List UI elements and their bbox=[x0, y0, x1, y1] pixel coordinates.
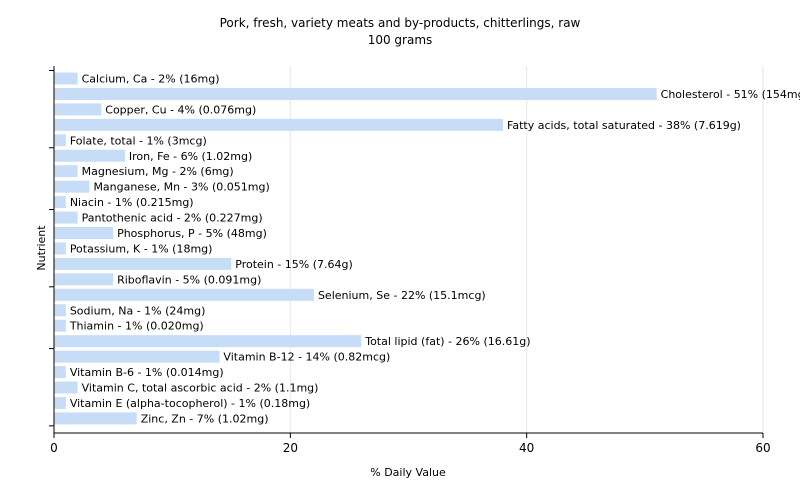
bar-label-0: Calcium, Ca - 2% (16mg) bbox=[82, 73, 220, 86]
bar-14 bbox=[54, 288, 314, 301]
x-axis-title: % Daily Value bbox=[370, 466, 446, 479]
bar-label-6: Magnesium, Mg - 2% (6mg) bbox=[82, 165, 234, 178]
bar-label-8: Niacin - 1% (0.215mg) bbox=[70, 196, 194, 209]
bar-5 bbox=[54, 149, 125, 162]
bar-4 bbox=[54, 134, 66, 147]
x-tick-label-60: 60 bbox=[755, 441, 770, 455]
bar-0 bbox=[54, 72, 78, 85]
bar-label-16: Thiamin - 1% (0.020mg) bbox=[69, 320, 204, 333]
x-tick-label-20: 20 bbox=[283, 441, 298, 455]
bar-12 bbox=[54, 257, 232, 270]
bar-label-10: Phosphorus, P - 5% (48mg) bbox=[117, 227, 267, 240]
bar-1 bbox=[54, 87, 657, 100]
bar-7 bbox=[54, 180, 90, 193]
bar-16 bbox=[54, 319, 66, 332]
x-tick-label-0: 0 bbox=[50, 441, 58, 455]
bar-3 bbox=[54, 118, 504, 131]
bar-label-9: Pantothenic acid - 2% (0.227mg) bbox=[82, 212, 263, 225]
bar-15 bbox=[54, 304, 66, 317]
bar-17 bbox=[54, 335, 362, 348]
bar-label-7: Manganese, Mn - 3% (0.051mg) bbox=[93, 181, 269, 194]
bar-label-13: Riboflavin - 5% (0.091mg) bbox=[117, 273, 261, 286]
bar-label-20: Vitamin C, total ascorbic acid - 2% (1.1… bbox=[82, 382, 319, 395]
bar-label-1: Cholesterol - 51% (154mg) bbox=[661, 88, 800, 101]
bar-10 bbox=[54, 227, 114, 239]
bar-11 bbox=[54, 242, 66, 255]
x-tick-label-40: 40 bbox=[519, 441, 534, 455]
bar-20 bbox=[54, 381, 78, 394]
bar-18 bbox=[54, 350, 220, 363]
bar-label-21: Vitamin E (alpha-tocopherol) - 1% (0.18m… bbox=[70, 397, 310, 410]
bar-label-17: Total lipid (fat) - 26% (16.61g) bbox=[364, 335, 530, 348]
bar-label-11: Potassium, K - 1% (18mg) bbox=[70, 242, 213, 255]
bar-label-18: Vitamin B-12 - 14% (0.82mcg) bbox=[223, 351, 390, 364]
chart-subtitle: 100 grams bbox=[367, 33, 433, 47]
bar-22 bbox=[54, 412, 137, 425]
bar-label-15: Sodium, Na - 1% (24mg) bbox=[70, 304, 206, 317]
bar-6 bbox=[54, 165, 78, 178]
bar-19 bbox=[54, 366, 66, 379]
bar-label-12: Protein - 15% (7.64g) bbox=[235, 258, 353, 271]
bar-label-5: Iron, Fe - 6% (1.02mg) bbox=[129, 150, 252, 163]
bar-label-3: Fatty acids, total saturated - 38% (7.61… bbox=[507, 119, 741, 132]
bars: Calcium, Ca - 2% (16mg) Cholesterol - 51%… bbox=[54, 72, 800, 425]
bar-9 bbox=[54, 211, 78, 224]
bar-label-4: Folate, total - 1% (3mcg) bbox=[70, 134, 207, 147]
bar-label-19: Vitamin B-6 - 1% (0.014mg) bbox=[70, 366, 224, 379]
bar-label-2: Copper, Cu - 4% (0.076mg) bbox=[105, 103, 256, 116]
bar-label-22: Zinc, Zn - 7% (1.02mg) bbox=[141, 412, 269, 425]
bar-2 bbox=[54, 103, 102, 116]
bar-21 bbox=[54, 396, 66, 409]
axes: 0 20 40 60 bbox=[49, 66, 771, 455]
bar-label-14: Selenium, Se - 22% (15.1mcg) bbox=[318, 289, 486, 302]
bar-13 bbox=[54, 273, 114, 286]
bar-8 bbox=[54, 196, 66, 209]
y-axis-title: Nutrient bbox=[35, 225, 48, 271]
chart-title: Pork, fresh, variety meats and by-produc… bbox=[219, 16, 581, 30]
